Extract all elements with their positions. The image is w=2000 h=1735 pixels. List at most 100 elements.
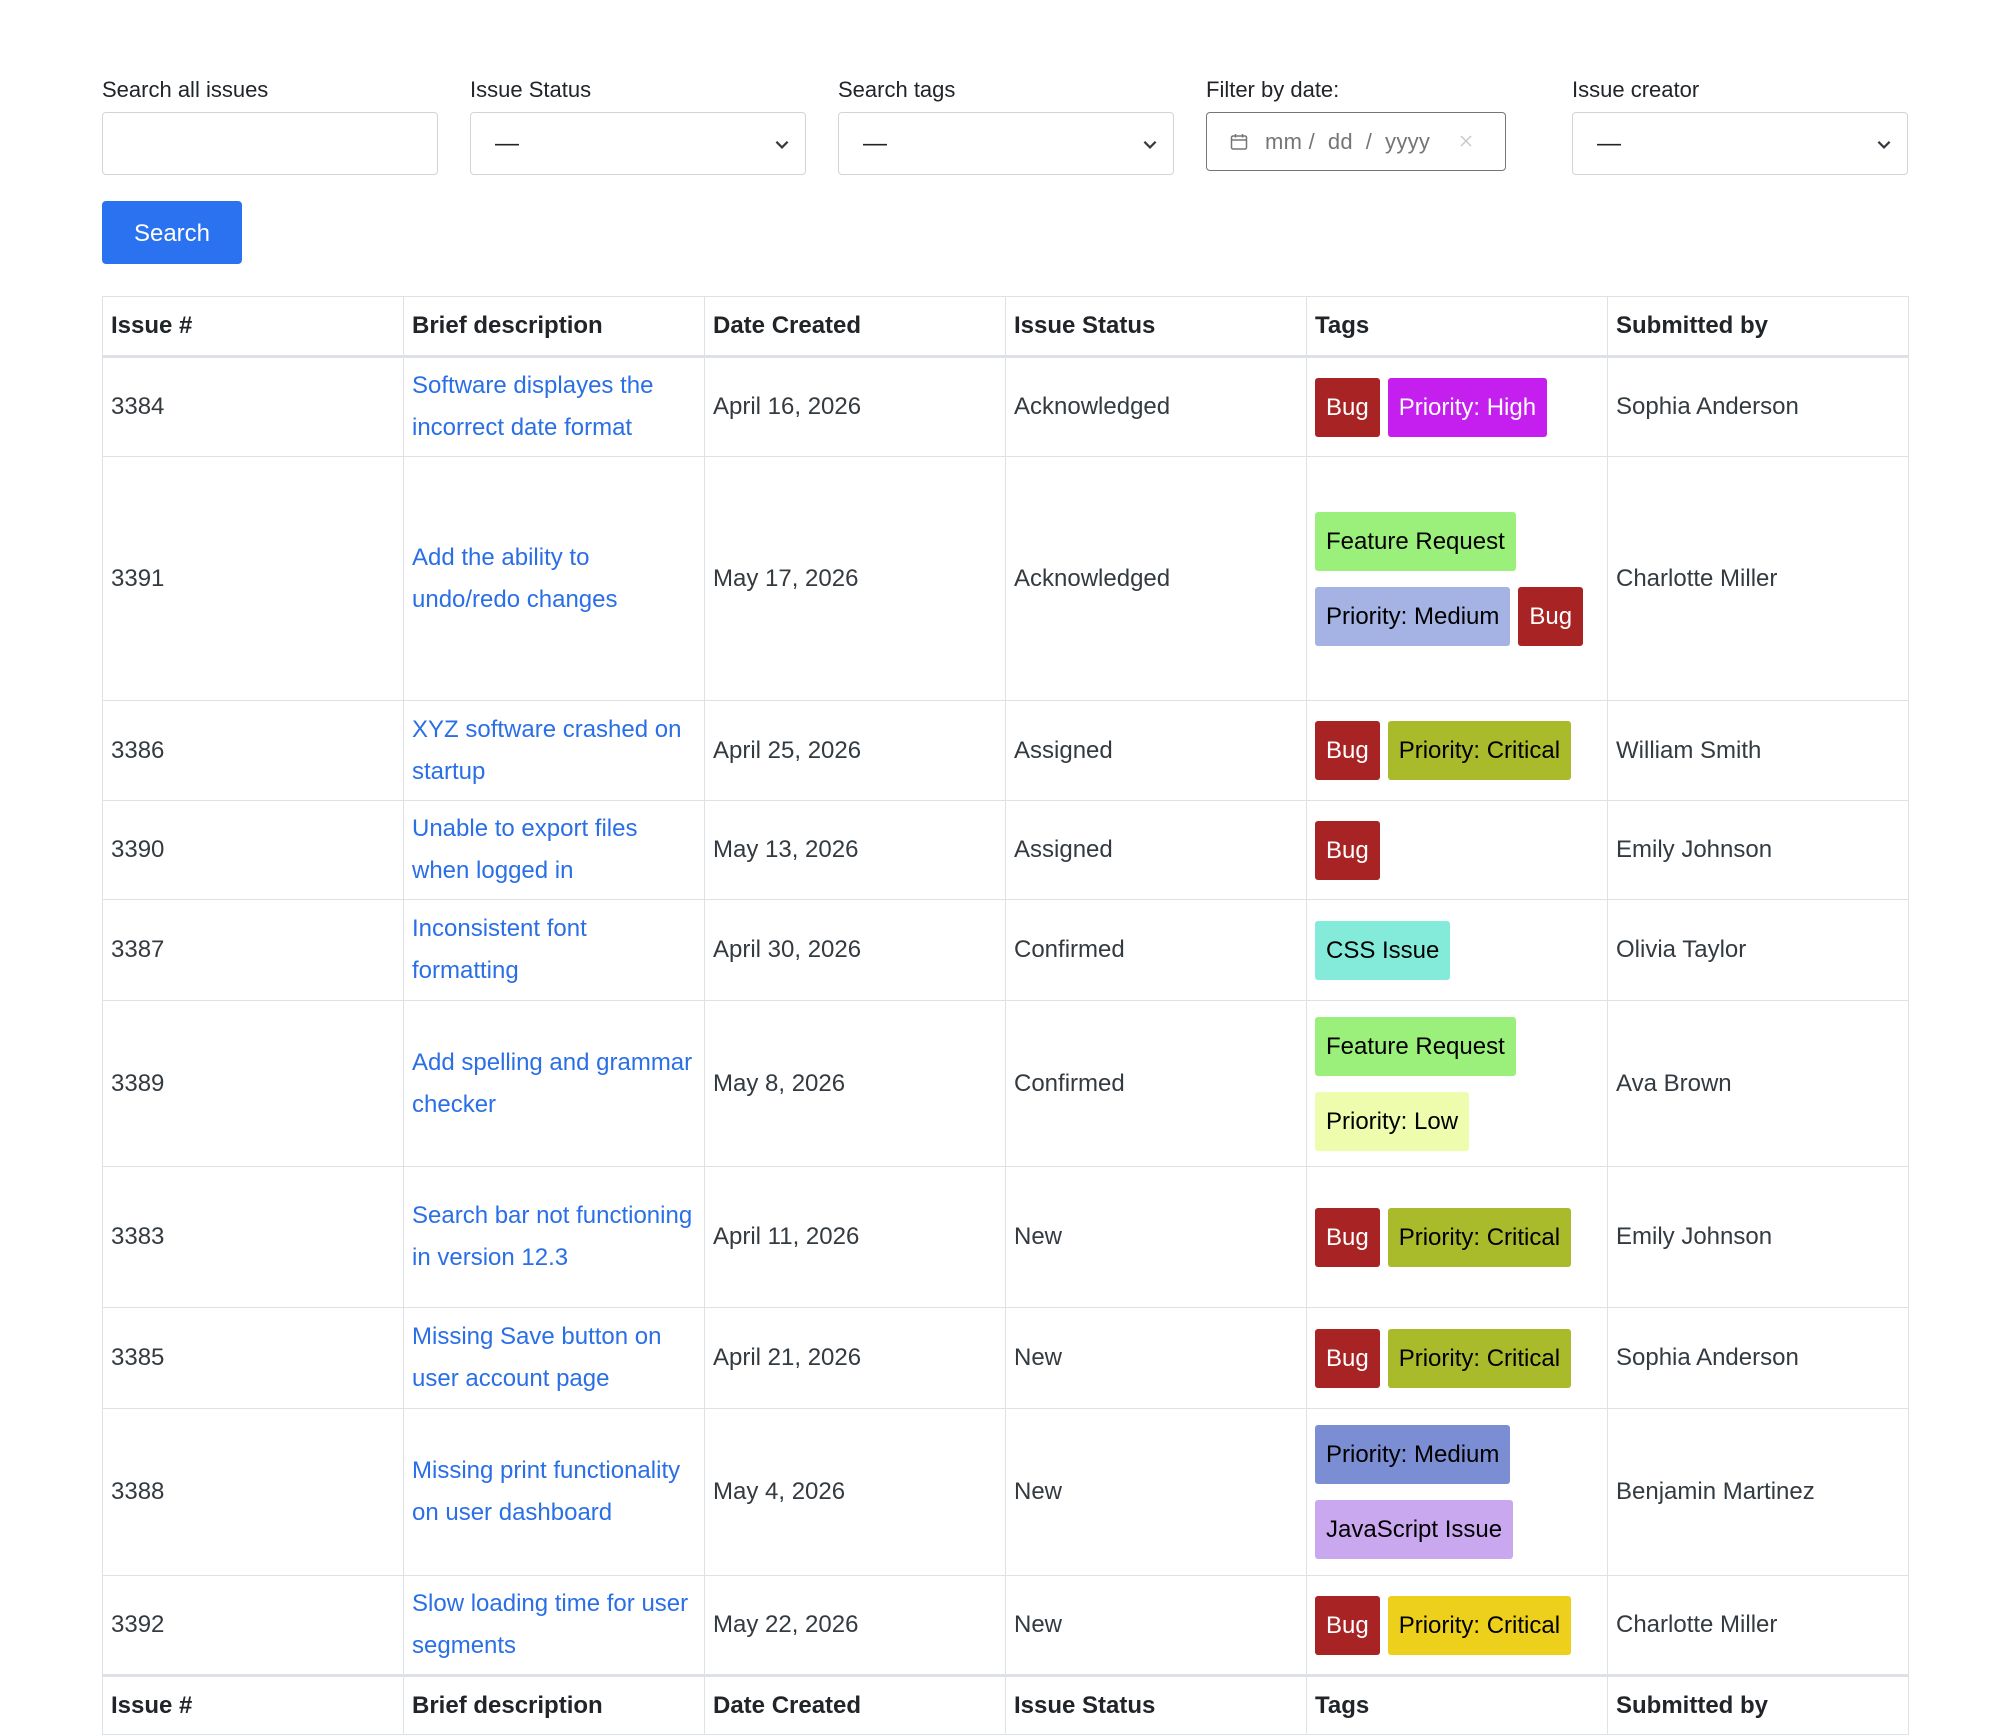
column-footer-description: Brief description [403, 1674, 705, 1735]
tag-badge: Bug [1315, 377, 1380, 437]
tags-cell: Bug Priority: Critical [1306, 1307, 1608, 1409]
issue-number: 3391 [102, 456, 404, 701]
column-header-tags[interactable]: Tags [1306, 296, 1608, 358]
date-created: May 13, 2026 [704, 800, 1006, 900]
issue-status: Acknowledged [1005, 356, 1307, 457]
issues-table: Issue # Brief description Date Created I… [102, 296, 1909, 1735]
table-row: 3384 Software displayes the incorrect da… [102, 356, 1909, 457]
table-row: 3385 Missing Save button on user account… [102, 1307, 1909, 1409]
table-header-row: Issue # Brief description Date Created I… [102, 296, 1909, 358]
column-footer-date: Date Created [704, 1674, 1006, 1735]
table-row: 3386 XYZ software crashed on startup Apr… [102, 700, 1909, 801]
date-created: May 17, 2026 [704, 456, 1006, 701]
issue-status: Assigned [1005, 800, 1307, 900]
issue-status: New [1005, 1408, 1307, 1576]
date-created: April 11, 2026 [704, 1166, 1006, 1308]
submitted-by: Benjamin Martinez [1607, 1408, 1909, 1576]
issue-number: 3386 [102, 700, 404, 801]
issue-status: New [1005, 1575, 1307, 1676]
tag-badge: Priority: Critical [1387, 721, 1572, 780]
tag-badge: Bug [1315, 1595, 1380, 1655]
column-footer-issue: Issue # [102, 1674, 404, 1735]
issue-link[interactable]: Add the ability to undo/redo changes [412, 543, 618, 613]
tags-filter: Search tags — [838, 74, 1174, 175]
column-header-date[interactable]: Date Created [704, 296, 1006, 358]
tags-cell: Bug Priority: Critical [1306, 700, 1608, 801]
chevron-down-icon [775, 140, 789, 149]
issue-number: 3392 [102, 1575, 404, 1676]
submitted-by: Emily Johnson [1607, 1166, 1909, 1308]
submitted-by: Emily Johnson [1607, 800, 1909, 900]
tag-badge: Priority: High [1387, 377, 1548, 437]
issue-link[interactable]: Missing Save button on user account page [412, 1323, 662, 1392]
tags-cell: Priority: Medium JavaScript Issue [1306, 1408, 1608, 1576]
issue-link[interactable]: Inconsistent font formatting [412, 915, 587, 984]
status-label: Issue Status [470, 77, 592, 102]
issue-status: New [1005, 1166, 1307, 1308]
tag-badge: Feature Request [1315, 511, 1516, 571]
column-header-description[interactable]: Brief description [403, 296, 705, 358]
tag-badge: Bug [1315, 1207, 1380, 1267]
tag-badge: CSS Issue [1315, 920, 1451, 980]
issue-status: New [1005, 1307, 1307, 1409]
date-filter: Filter by date: mm / dd / yyyy [1206, 74, 1506, 171]
issue-link[interactable]: Add spelling and grammar checker [412, 1048, 693, 1118]
tags-select[interactable]: — [838, 112, 1174, 175]
issue-link[interactable]: Unable to export files when logged in [412, 815, 638, 884]
search-button[interactable]: Search [102, 201, 242, 264]
tags-cell: Feature Request Priority: Medium Bug [1306, 456, 1608, 701]
date-input[interactable]: mm / dd / yyyy [1206, 112, 1506, 171]
tags-cell: Bug Priority: High [1306, 356, 1608, 457]
tag-badge: Priority: Critical [1387, 1207, 1572, 1267]
issue-number: 3385 [102, 1307, 404, 1409]
date-label: Filter by date: [1206, 77, 1340, 102]
date-placeholder: mm / dd / yyyy [1265, 129, 1431, 154]
issue-number: 3388 [102, 1408, 404, 1576]
issue-status: Confirmed [1005, 899, 1307, 1001]
submitted-by: Ava Brown [1607, 1000, 1909, 1167]
column-header-issue[interactable]: Issue # [102, 296, 404, 358]
column-footer-status: Issue Status [1005, 1674, 1307, 1735]
creator-filter: Issue creator — [1572, 74, 1908, 175]
date-created: May 22, 2026 [704, 1575, 1006, 1676]
issue-link[interactable]: Software displayes the incorrect date fo… [412, 372, 654, 441]
issue-status: Confirmed [1005, 1000, 1307, 1167]
issue-link[interactable]: XYZ software crashed on startup [412, 715, 682, 785]
date-created: May 4, 2026 [704, 1408, 1006, 1576]
issue-link[interactable]: Missing print functionality on user dash… [412, 1457, 681, 1526]
tags-cell: Bug [1306, 800, 1608, 900]
search-input[interactable] [102, 112, 438, 175]
tags-cell: Bug Priority: Critical [1306, 1575, 1608, 1676]
tags-cell: CSS Issue [1306, 899, 1608, 1001]
issue-number: 3384 [102, 356, 404, 457]
status-select-value: — [495, 130, 519, 157]
table-row: 3391 Add the ability to undo/redo change… [102, 456, 1909, 701]
table-footer-row: Issue # Brief description Date Created I… [102, 1674, 1909, 1735]
issue-number: 3389 [102, 1000, 404, 1167]
issue-link[interactable]: Slow loading time for user segments [412, 1590, 689, 1659]
tag-badge: Bug [1315, 721, 1380, 780]
chevron-down-icon [1877, 140, 1891, 149]
tag-badge: Bug [1518, 586, 1584, 646]
creator-select[interactable]: — [1572, 112, 1908, 175]
chevron-down-icon [1143, 140, 1157, 149]
column-footer-tags: Tags [1306, 1674, 1608, 1735]
submitted-by: William Smith [1607, 700, 1909, 801]
status-select[interactable]: — [470, 112, 806, 175]
submitted-by: Olivia Taylor [1607, 899, 1909, 1001]
tag-badge: Priority: Critical [1387, 1595, 1572, 1655]
filter-bar: Search all issues Issue Status — Search … [102, 74, 1908, 175]
tag-badge: Bug [1315, 1328, 1380, 1388]
issue-status: Acknowledged [1005, 456, 1307, 701]
tag-badge: Priority: Critical [1387, 1328, 1572, 1388]
date-created: April 16, 2026 [704, 356, 1006, 457]
search-filter: Search all issues [102, 74, 438, 175]
tag-badge: Priority: Medium [1315, 1425, 1511, 1484]
column-header-status[interactable]: Issue Status [1005, 296, 1307, 358]
calendar-icon[interactable] [1229, 132, 1249, 152]
clear-icon[interactable] [1457, 132, 1475, 150]
issue-link[interactable]: Search bar not functioning in version 12… [412, 1202, 693, 1271]
column-header-submitter[interactable]: Submitted by [1607, 296, 1909, 358]
table-row: 3388 Missing print functionality on user… [102, 1408, 1909, 1576]
status-filter: Issue Status — [470, 74, 806, 175]
